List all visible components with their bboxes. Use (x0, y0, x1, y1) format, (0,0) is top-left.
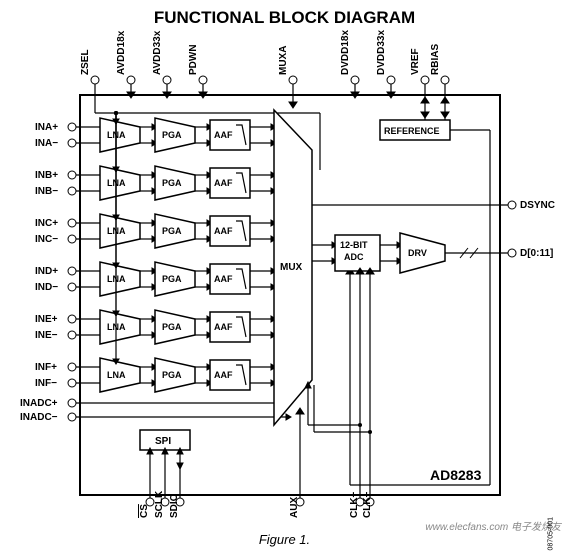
svg-text:LNA: LNA (107, 370, 126, 380)
part-number: AD8283 (430, 467, 482, 483)
svg-text:AAF: AAF (214, 322, 233, 332)
svg-text:PDWN: PDWN (188, 44, 199, 75)
svg-text:INA−: INA− (35, 138, 58, 149)
svg-text:PGA: PGA (162, 130, 182, 140)
svg-text:CLK+: CLK+ (349, 491, 360, 518)
figure-caption: Figure 1. (259, 532, 310, 547)
pin-dvdd33x: DVDD33x (376, 30, 395, 98)
svg-text:IND−: IND− (35, 282, 58, 293)
svg-text:DRV: DRV (408, 248, 427, 258)
pin-dvdd18x: DVDD18x (340, 30, 359, 98)
svg-text:INC+: INC+ (35, 218, 58, 229)
svg-text:INB−: INB− (35, 186, 58, 197)
svg-text:AAF: AAF (214, 370, 233, 380)
svg-text:D[0:11]: D[0:11] (520, 248, 553, 259)
svg-text:PGA: PGA (162, 274, 182, 284)
svg-text:DVDD33x: DVDD33x (376, 30, 387, 75)
svg-text:MUXA: MUXA (278, 46, 289, 75)
svg-text:INC−: INC− (35, 234, 58, 245)
svg-text:AAF: AAF (214, 130, 233, 140)
svg-text:DSYNC: DSYNC (520, 200, 555, 211)
svg-text:AVDD18x: AVDD18x (116, 30, 127, 75)
svg-text:AAF: AAF (214, 178, 233, 188)
svg-text:PGA: PGA (162, 322, 182, 332)
doc-id: 08705-001 (547, 517, 554, 550)
svg-text:PGA: PGA (162, 370, 182, 380)
page-title: FUNCTIONAL BLOCK DIAGRAM (154, 8, 415, 28)
pin-avdd33x: AVDD33x (152, 30, 171, 98)
svg-text:SCLK: SCLK (154, 490, 165, 518)
svg-text:SPI: SPI (155, 436, 171, 447)
svg-text:PGA: PGA (162, 226, 182, 236)
svg-text:PGA: PGA (162, 178, 182, 188)
svg-text:DVDD18x: DVDD18x (340, 30, 351, 75)
watermark-text: www.elecfans.com 电子发烧友 (425, 518, 561, 533)
svg-text:INF−: INF− (35, 378, 57, 389)
svg-text:INB+: INB+ (35, 170, 58, 181)
svg-text:SDIO: SDIO (169, 493, 180, 518)
svg-text:AAF: AAF (214, 226, 233, 236)
svg-text:INF+: INF+ (35, 362, 57, 373)
svg-text:INADC−: INADC− (20, 412, 58, 423)
svg-text:REFERENCE: REFERENCE (384, 126, 440, 136)
svg-text:VREF: VREF (410, 48, 421, 75)
svg-text:AAF: AAF (214, 274, 233, 284)
svg-text:MUX: MUX (280, 262, 303, 273)
svg-text:INA+: INA+ (35, 122, 58, 133)
block-diagram: ZSEL AVDD18x AVDD33x PDWN (0, 30, 569, 520)
svg-text:AVDD33x: AVDD33x (152, 30, 163, 75)
svg-text:AUX: AUX (289, 497, 300, 518)
right-pins: DSYNC D[0:11] (508, 200, 555, 259)
svg-text:INE+: INE+ (35, 314, 58, 325)
svg-text:ZSEL: ZSEL (80, 49, 91, 75)
pin-avdd18x: AVDD18x (116, 30, 135, 98)
svg-text:INADC+: INADC+ (20, 398, 58, 409)
svg-text:CLK−: CLK− (362, 491, 373, 518)
svg-text:RBIAS: RBIAS (430, 44, 441, 75)
svg-text:INE−: INE− (35, 330, 58, 341)
svg-text:CS: CS (139, 504, 150, 518)
pin-pdwn: PDWN (188, 44, 207, 98)
svg-text:IND+: IND+ (35, 266, 58, 277)
